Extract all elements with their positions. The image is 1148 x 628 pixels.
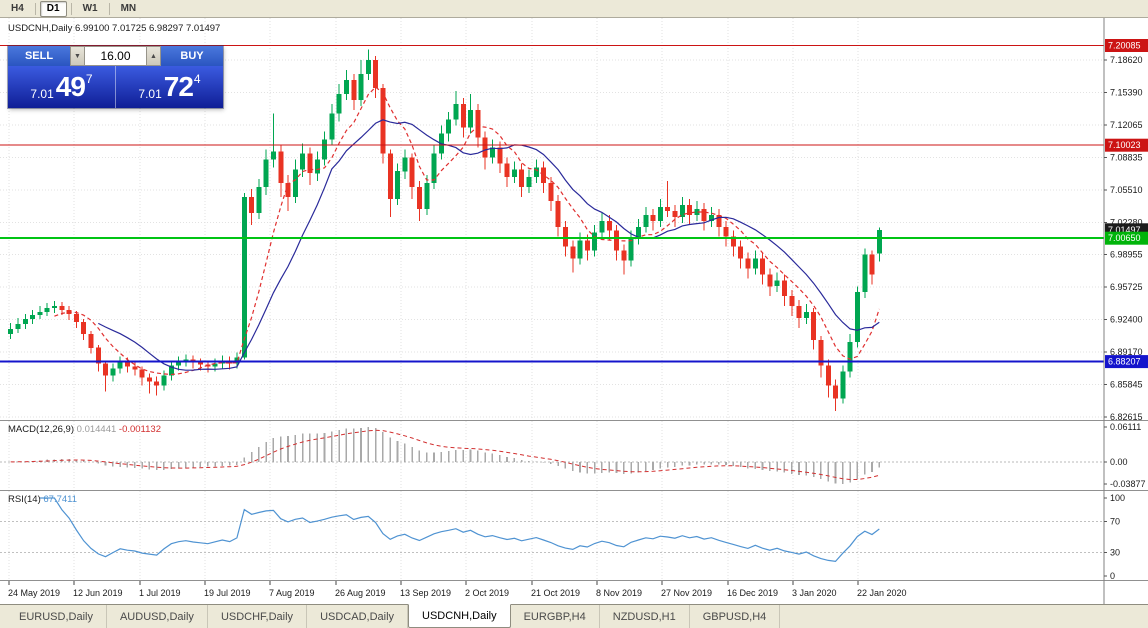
timeframe-button-w1[interactable]: W1 [82,2,98,14]
price-scale-label: 7.12065 [1110,120,1143,130]
price-chart-pane[interactable]: 7.18620 7.15390 7.12065 7.08835 7.05510 7.022… [0,18,1148,420]
date-label: 16 Dec 2019 [727,588,778,598]
ask-price-big-digits: 72 [163,71,194,102]
macd-label: MACD(12,26,9) 0.014441 -0.001132 [8,424,161,435]
date-label: 21 Oct 2019 [531,588,580,598]
macd-signal-line [10,429,880,480]
ask-price-prefix: 7.01 [138,87,162,101]
date-label: 19 Jul 2019 [204,588,251,598]
buy-button[interactable]: BUY [161,46,223,66]
rsi-scale-label: 0 [1110,571,1115,580]
date-label: 8 Nov 2019 [596,588,642,598]
timeframe-button-mn[interactable]: MN [120,2,137,14]
date-label: 24 May 2019 [8,588,60,598]
rsi-line [39,497,880,563]
price-scale-label: 6.82615 [1110,412,1143,420]
price-badge-6.88207 [1105,355,1148,369]
rsi-scale-label: 30 [1110,548,1120,558]
price-scale-label: 7.02280 [1110,217,1143,227]
chart-tab-nzdusd-h1[interactable]: NZDUSD,H1 [600,605,690,628]
volume-decrease-button[interactable]: ▼ [70,46,85,66]
price-scale-label: 6.98955 [1110,250,1143,260]
sell-button[interactable]: SELL [8,46,70,66]
date-label: 26 Aug 2019 [335,588,386,598]
chart-symbol-title: USDCNH,Daily 6.99100 7.01725 6.98297 7.0… [8,23,220,34]
price-scale-label: 7.18620 [1110,55,1143,65]
date-label: 7 Aug 2019 [269,588,315,598]
rsi-label: RSI(14) 67.7411 [8,494,77,505]
price-scale-label: 7.05510 [1110,185,1143,195]
date-label: 2 Oct 2019 [465,588,509,598]
rsi-indicator-pane[interactable]: 100 70 30 0 RSI(14) 67.7411 [0,490,1148,580]
ma-slow [98,119,880,371]
price-badge-7.00650 [1105,231,1148,245]
time-axis-canvas[interactable]: 24 May 2019 12 Jun 2019 1 Jul 2019 19 Jul 2… [0,580,1148,604]
bid-price-big-digits: 49 [55,71,86,102]
price-scale-label: 6.85845 [1110,380,1143,390]
timeframe-button-h4[interactable]: H4 [11,2,24,14]
ask-price-display[interactable]: 7.01 72 4 [115,66,223,108]
volume-increase-button[interactable]: ▲ [146,46,161,66]
ma-fast [54,86,880,376]
date-label: 22 Jan 2020 [857,588,907,598]
caret-down-icon: ▼ [74,52,81,60]
macd-canvas[interactable]: 0.06111 0.00 -0.03877 MACD(12,26,9) 0.01444… [0,420,1148,490]
chart-tab-usdchf-daily[interactable]: USDCHF,Daily [208,605,308,628]
ask-price-pipette: 4 [193,72,201,86]
timeframe-button-d1[interactable]: D1 [39,0,67,17]
date-label: 3 Jan 2020 [792,588,837,598]
one-click-trading-panel: SELL ▼ 16.00 ▲ BUY 7.01 49 7 7.01 72 4 [8,46,223,108]
time-axis[interactable]: 24 May 2019 12 Jun 2019 1 Jul 2019 19 Jul 2… [0,580,1148,604]
price-badge-text: 7.10023 [1108,140,1141,150]
toolbar-separator [108,2,110,15]
rsi-scale-label: 70 [1110,516,1120,526]
bid-price-prefix: 7.01 [30,87,54,101]
price-scale-label: 7.15390 [1110,87,1143,97]
chart-tab-audusd-daily[interactable]: AUDUSD,Daily [107,605,208,628]
bid-price-display[interactable]: 7.01 49 7 [8,66,115,108]
rsi-canvas[interactable]: 100 70 30 0 RSI(14) 67.7411 [0,490,1148,580]
date-label: 12 Jun 2019 [73,588,123,598]
date-label: 1 Jul 2019 [139,588,181,598]
chart-tab-eurusd-daily[interactable]: EURUSD,Daily [6,605,107,628]
macd-scale-label: 0.00 [1110,457,1128,467]
chart-tab-bar: EURUSD,Daily AUDUSD,Daily USDCHF,Daily USDC… [0,604,1148,628]
date-label: 27 Nov 2019 [661,588,712,598]
macd-indicator-pane[interactable]: 0.06111 0.00 -0.03877 MACD(12,26,9) 0.01444… [0,420,1148,490]
price-badge-text: 7.20085 [1108,40,1141,50]
chart-tab-eurgbp-h4[interactable]: EURGBP,H4 [511,605,600,628]
volume-input[interactable]: 16.00 [85,46,146,66]
macd-histogram [17,427,881,484]
caret-up-icon: ▲ [150,52,157,60]
bid-price-pipette: 7 [85,72,93,86]
chart-tab-usdcad-daily[interactable]: USDCAD,Daily [307,605,409,628]
chart-tab-gbpusd-h4[interactable]: GBPUSD,H4 [690,605,781,628]
price-chart-canvas[interactable]: 7.18620 7.15390 7.12065 7.08835 7.05510 7.022… [0,18,1148,420]
macd-scale-label: -0.03877 [1110,479,1146,489]
toolbar-separator [34,2,36,15]
price-scale-label: 6.89170 [1110,347,1143,357]
price-scale-label: 6.92400 [1110,315,1143,325]
price-badge-text: 6.88207 [1108,357,1141,367]
price-scale-label: 6.95725 [1110,282,1143,292]
chart-tab-usdcnh-daily[interactable]: USDCNH,Daily [408,604,511,628]
price-badge-text: 7.00650 [1108,233,1141,243]
price-scale-label: 7.08835 [1110,152,1143,162]
price-badge-7.10023 [1105,138,1148,152]
rsi-scale-label: 100 [1110,493,1125,503]
timeframe-toolbar: H4 D1 W1 MN [0,0,1148,18]
price-badge-7.20085 [1105,39,1148,52]
toolbar-separator [70,2,72,15]
price-badge-text: 7.01497 [1108,225,1141,235]
date-label: 13 Sep 2019 [400,588,451,598]
macd-scale-label: 0.06111 [1110,422,1141,432]
